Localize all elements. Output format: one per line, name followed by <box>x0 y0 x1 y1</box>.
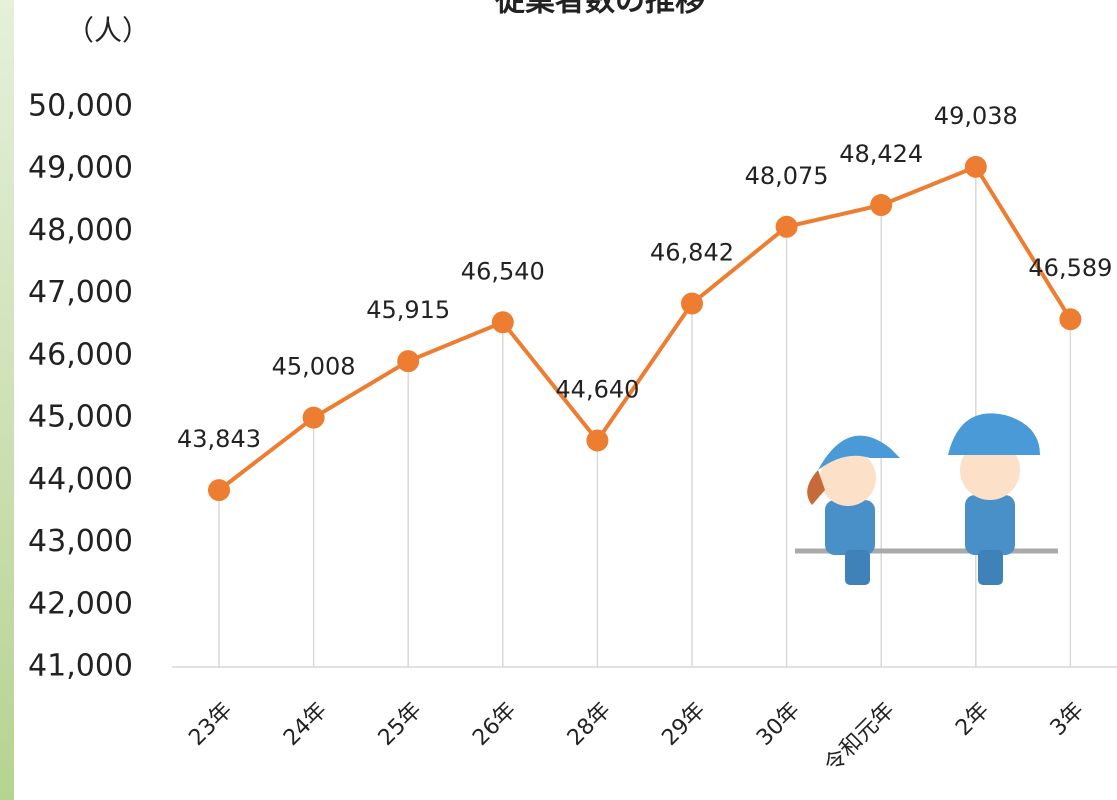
x-tick-label: 28年 <box>563 698 616 751</box>
y-tick-label: 47,000 <box>28 275 133 310</box>
x-tick-label: 26年 <box>468 698 521 751</box>
point <box>208 479 230 501</box>
y-tick-label: 42,000 <box>28 586 133 621</box>
point <box>1059 308 1081 330</box>
y-tick-label: 46,000 <box>28 337 133 372</box>
point <box>492 311 514 333</box>
x-tick-label: 24年 <box>279 698 332 751</box>
series-line <box>219 167 1070 490</box>
x-tick-label: 29年 <box>657 698 710 751</box>
chart-title: 従業者数の推移 <box>494 0 705 19</box>
y-tick-label: 45,000 <box>28 400 133 435</box>
worker-cap <box>948 413 1040 455</box>
data-label: 48,075 <box>745 162 829 190</box>
point <box>303 407 325 429</box>
chart: 従業者数の推移 （人） 41,000 42,000 43,000 44,000 45,0… <box>0 0 1117 800</box>
x-tick-label: 30年 <box>752 698 805 751</box>
y-tick-label: 41,000 <box>28 649 133 684</box>
y-tick-label: 49,000 <box>28 151 133 186</box>
data-label: 46,842 <box>650 238 734 266</box>
x-tick-label: 23年 <box>184 698 237 751</box>
data-label: 45,008 <box>272 353 356 381</box>
x-tick-label: 3年 <box>1046 698 1089 741</box>
point <box>397 350 419 372</box>
y-unit-label: （人） <box>66 14 150 47</box>
x-tick-label: 令和元年 <box>820 698 900 778</box>
y-tick-label: 50,000 <box>28 89 133 124</box>
worker-legs <box>978 550 1003 585</box>
data-label: 46,589 <box>1028 254 1112 282</box>
point <box>586 430 608 452</box>
worker-body <box>825 500 875 555</box>
illustration <box>795 413 1058 585</box>
y-tick-label: 44,000 <box>28 462 133 497</box>
data-label: 45,915 <box>366 296 450 324</box>
point <box>965 156 987 178</box>
x-tick-label: 25年 <box>374 698 427 751</box>
point <box>776 216 798 238</box>
point <box>681 292 703 314</box>
data-label: 43,843 <box>177 425 261 453</box>
y-tick-label: 48,000 <box>28 213 133 248</box>
data-label: 44,640 <box>555 376 639 404</box>
worker-legs <box>845 550 870 585</box>
worker-body <box>965 495 1015 555</box>
data-label: 48,424 <box>839 140 923 168</box>
y-tick-label: 43,000 <box>28 524 133 559</box>
page: 従業者数の推移 （人） 41,000 42,000 43,000 44,000 45,0… <box>0 0 1117 800</box>
data-label: 49,038 <box>934 102 1018 130</box>
data-label: 46,540 <box>461 257 545 285</box>
point <box>870 194 892 216</box>
x-tick-label: 2年 <box>951 698 994 741</box>
